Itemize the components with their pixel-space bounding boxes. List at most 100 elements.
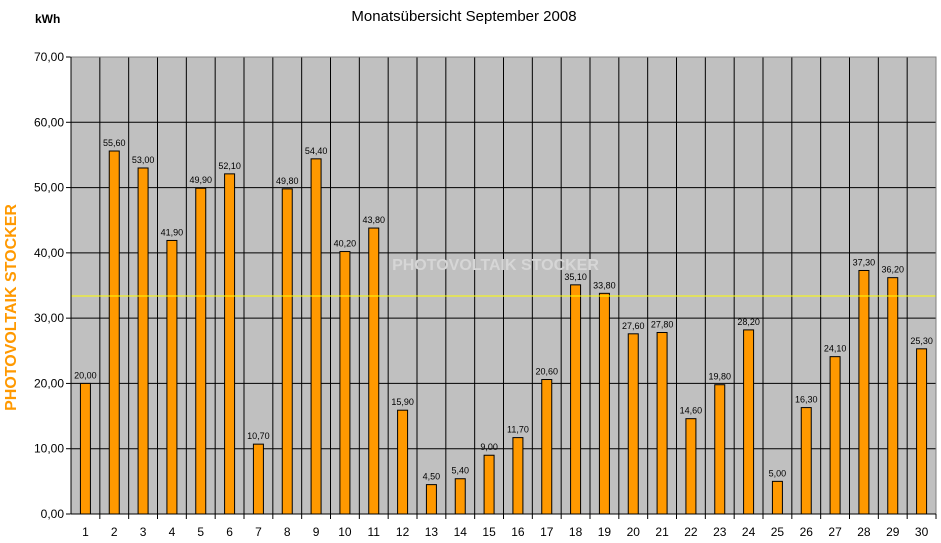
bar [108,150,120,515]
x-tick-label: 3 [140,525,147,539]
y-tick-label: 50,00 [34,181,64,195]
bar [339,251,351,515]
x-tick-label: 30 [915,525,929,539]
y-tick-label: 60,00 [34,115,64,129]
bar [137,167,149,515]
bar [714,384,726,515]
data-label: 40,20 [334,239,357,249]
bar [79,382,91,515]
bar [425,484,437,515]
x-tick-labels: 1 2 3 4 5 6 7 8 9 10 11 12 13 14 15 16 17 18 19 20 21 22 23 24 2… [82,525,929,539]
axes [66,56,937,519]
x-tick-label: 11 [368,525,381,539]
x-tick-label: 20 [627,525,641,539]
bar [743,329,755,515]
x-tick-label: 21 [655,525,669,539]
bar [195,187,207,515]
data-label: 5,00 [769,468,787,478]
y-axis-unit: kWh [35,12,60,26]
bar [685,418,697,515]
bar [829,356,841,515]
y-tick-label: 20,00 [34,376,64,390]
bar [512,437,524,515]
bar [858,269,870,515]
data-label: 27,60 [622,321,645,331]
x-tick-label: 17 [540,525,554,539]
bar [454,478,466,515]
data-label: 25,30 [910,336,933,346]
bar [166,239,178,515]
data-label: 37,30 [853,257,876,267]
data-label: 55,60 [103,138,126,148]
data-label: 36,20 [881,265,904,275]
data-label: 28,20 [737,317,760,327]
data-label: 41,90 [161,227,184,237]
data-label: 20,60 [535,367,558,377]
x-tick-label: 24 [742,525,756,539]
x-tick-label: 5 [197,525,204,539]
x-tick-label: 25 [771,525,785,539]
data-label: 43,80 [362,215,385,225]
x-tick-label: 28 [857,525,871,539]
data-label: 16,30 [795,395,818,405]
bar [368,227,380,515]
x-tick-label: 9 [313,525,320,539]
data-label: 14,60 [680,406,703,416]
y-tick-label: 30,00 [34,311,64,325]
data-label: 54,40 [305,146,328,156]
bar [887,277,899,515]
x-tick-label: 16 [511,525,525,539]
watermark-text: PHOTOVOLTAIK STOCKER [392,257,599,274]
x-tick-label: 12 [396,525,410,539]
data-label: 20,00 [74,370,97,380]
data-label: 27,80 [651,320,674,330]
bars [79,150,928,515]
bar [598,292,610,515]
x-tick-label: 14 [454,525,468,539]
bar [627,333,639,515]
data-label: 53,00 [132,155,155,165]
x-tick-label: 19 [598,525,612,539]
data-label: 52,10 [218,161,241,171]
x-tick-label: 15 [482,525,496,539]
bar [483,454,495,515]
bar [570,284,582,515]
bar [916,348,928,515]
data-label: 49,80 [276,176,299,186]
y-tick-label: 40,00 [34,246,64,260]
bar [541,379,553,515]
data-label: 35,10 [564,272,587,282]
bar [281,188,293,515]
side-brand-label: PHOTOVOLTAIK STOCKER [3,204,20,411]
x-tick-label: 23 [713,525,727,539]
y-tick-labels: 0,00 10,00 20,00 30,00 40,00 50,00 60,00 70,00 [34,50,64,521]
x-tick-label: 26 [800,525,814,539]
bar [224,173,236,515]
data-label: 9,00 [480,442,498,452]
bar [310,158,322,515]
chart-title: Monatsübersicht September 2008 [351,8,576,25]
data-label: 4,50 [423,472,441,482]
data-label: 10,70 [247,431,270,441]
data-label: 15,90 [391,397,414,407]
x-tick-label: 8 [284,525,291,539]
x-tick-label: 6 [226,525,233,539]
x-tick-label: 1 [82,525,89,539]
bar [771,480,783,515]
y-tick-label: 70,00 [34,50,64,64]
data-label: 5,40 [451,466,469,476]
x-tick-label: 22 [684,525,698,539]
y-tick-label: 10,00 [34,442,64,456]
x-tick-label: 10 [338,525,352,539]
x-tick-label: 4 [169,525,176,539]
y-tick-label: 0,00 [41,507,65,521]
data-labels: 20,00 55,60 53,00 41,90 49,90 52,10 10,70 49,80… [74,138,933,482]
data-label: 24,10 [824,344,847,354]
x-tick-label: 18 [569,525,583,539]
data-label: 11,70 [507,425,529,435]
x-tick-label: 7 [255,525,262,539]
bar [252,443,264,515]
data-label: 33,80 [593,280,616,290]
bar [656,332,668,515]
